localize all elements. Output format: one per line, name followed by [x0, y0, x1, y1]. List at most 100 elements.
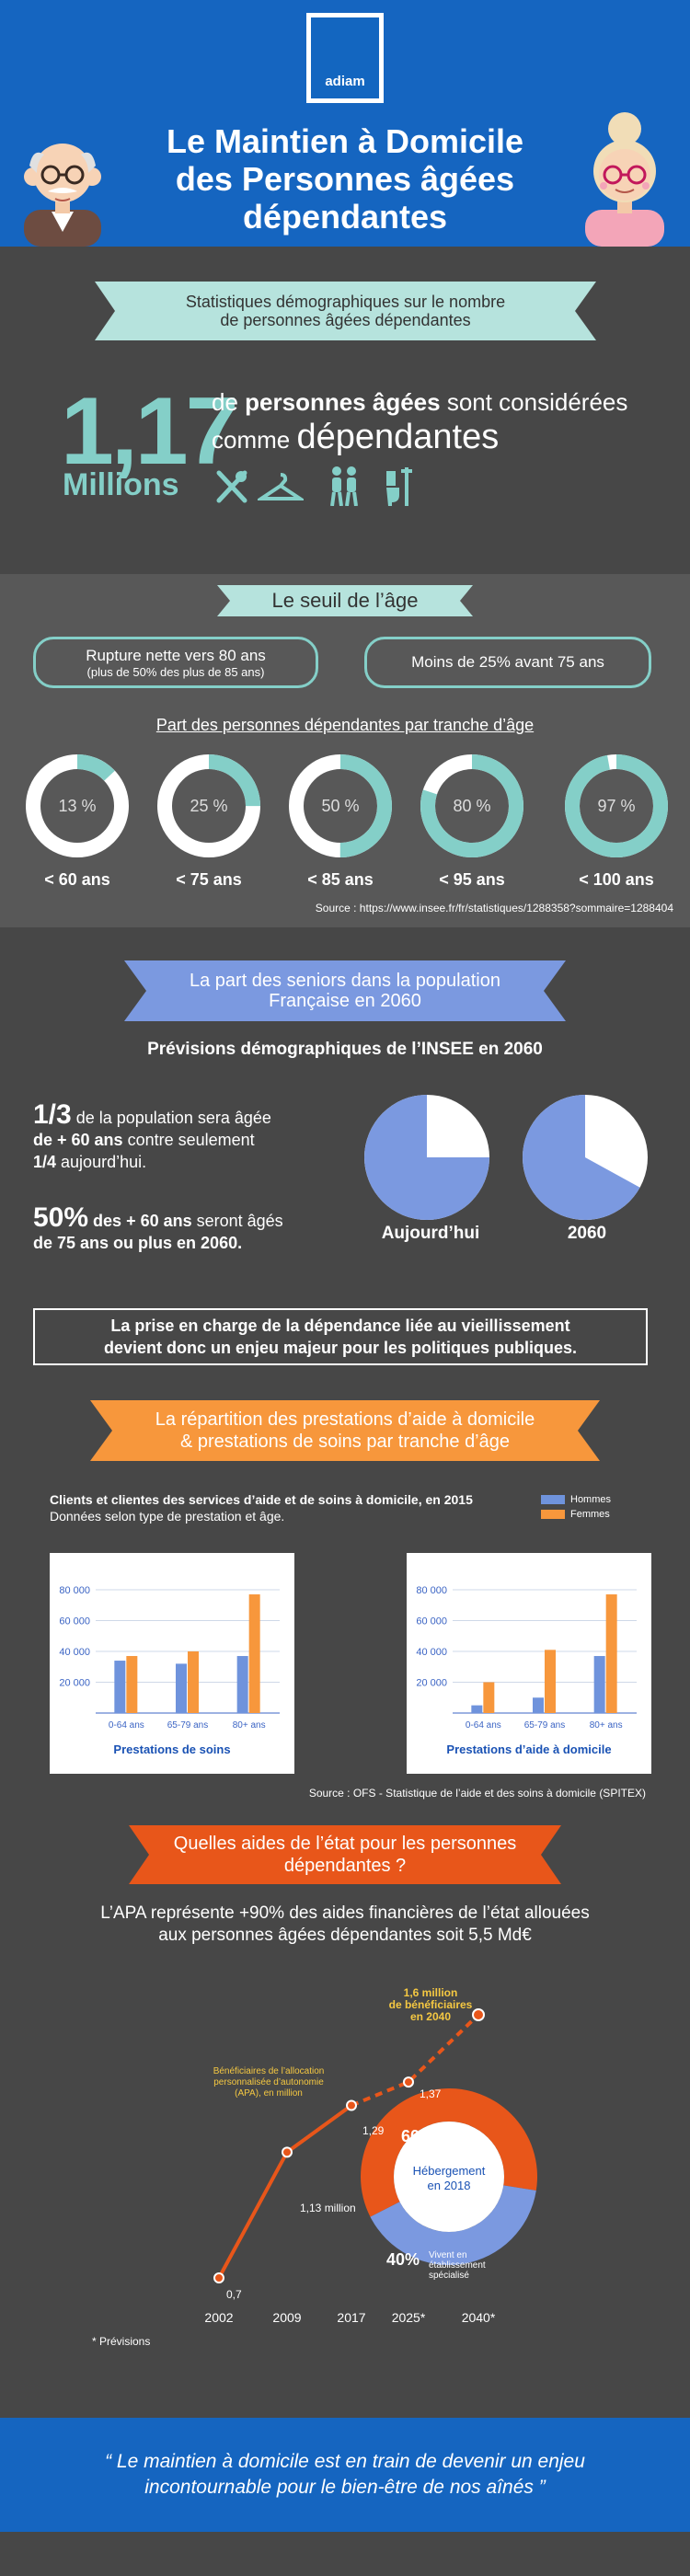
elderly-woman-icon: [585, 112, 664, 247]
y-tick-label: 20 000: [59, 1678, 90, 1689]
pie-label-today: Aujourd’hui: [381, 1224, 480, 1243]
donut-est-pct: 40%: [386, 2250, 420, 2269]
stat-one-third: 1/3 de la population sera âgée de + 60 a…: [33, 1099, 271, 1172]
bar-femmes: [188, 1651, 199, 1713]
section-age-threshold: Le seuil de l’âge Rupture nette vers 80 …: [0, 574, 690, 927]
ring-value: 97 %: [597, 797, 635, 815]
apa-top-label: de bénéficiaires: [389, 1998, 473, 2011]
ring-label: < 85 ans: [307, 870, 374, 889]
adiam-logo[interactable]: adiam: [306, 13, 384, 103]
bar-femmes: [126, 1656, 138, 1713]
x-tick-label: 0-64 ans: [466, 1720, 501, 1731]
ring-fill: [420, 754, 523, 857]
pill-rupture-sub: (plus de 50% des plus de 85 ans): [86, 664, 265, 679]
donut-center-label: Hébergement: [413, 2164, 486, 2178]
ring-label: < 60 ans: [44, 870, 110, 889]
ribbon-seniors-line1: La part des seniors dans la population: [189, 971, 500, 991]
pie-slice-seniors: [523, 1095, 640, 1220]
ring-value: 13 %: [58, 797, 96, 815]
ribbon-services-line1: La répartition des prestations d’aide à …: [155, 1409, 535, 1430]
forecast-footnote: * Prévisions: [92, 2335, 151, 2348]
legend-hommes: Hommes: [541, 1492, 611, 1507]
y-tick-label: 60 000: [416, 1616, 447, 1627]
apa-point: [403, 2076, 414, 2088]
logo-text: adiam: [325, 74, 365, 89]
ring-label: < 100 ans: [579, 870, 654, 889]
donut-slice-home: [360, 2088, 537, 2217]
bar-hommes: [471, 1705, 483, 1713]
closing-quote: “ Le maintien à domicile est en train de…: [0, 2418, 690, 2532]
dependants-text-line1: de personnes âgées sont considérées: [212, 388, 628, 416]
pie-slice-seniors: [364, 1095, 489, 1220]
ribbon-services-line2: & prestations de soins par tranche d’âge: [180, 1432, 510, 1452]
x-tick-label: 65-79 ans: [524, 1720, 565, 1731]
bar-chart-aide: 20 000 40 000 60 000 80 000 0-64 ans 65-79 an…: [416, 1585, 637, 1756]
y-tick-label: 60 000: [59, 1616, 90, 1627]
stat-fifty-percent: 50% des + 60 ans seront âgés de 75 ans o…: [33, 1202, 283, 1253]
services-heading: Clients et clientes des services d’aide …: [50, 1492, 473, 1507]
ribbon-age: Le seuil de l’âge: [217, 585, 473, 616]
section-dependants: Statistiques démographiques sur le nombr…: [0, 247, 690, 574]
rings-chart: 13 % 25 % 50 % 80 % 97 %: [26, 754, 668, 857]
pie-charts: [364, 1095, 648, 1220]
rings-subtitle: Part des personnes dépendantes par tranc…: [155, 716, 535, 734]
big-number-unit: Millions: [63, 467, 179, 502]
donut-home-pct: 60%: [401, 2127, 434, 2145]
x-tick-label: 0-64 ans: [109, 1720, 144, 1731]
ring-label: < 95 ans: [439, 870, 505, 889]
donut-home-label: Vivent: [443, 2127, 469, 2137]
apa-point-label: 1,29: [362, 2124, 385, 2137]
ring-value: 50 %: [321, 797, 359, 815]
elderly-man-icon: [24, 144, 101, 247]
x-year-label: 2002: [204, 2310, 233, 2325]
page-title: Le Maintien à Domicile des Personnes âgé…: [129, 122, 561, 236]
hanger-icon: [258, 473, 304, 500]
ring-value: 80 %: [453, 797, 490, 815]
walking-assist-icon: [330, 466, 358, 506]
chart-title: Prestations d’aide à domicile: [446, 1742, 611, 1756]
section-services: La répartition des prestations d’aide à …: [0, 1378, 690, 1811]
x-year-label: 2040*: [462, 2310, 496, 2325]
apa-top-label: en 2040: [410, 2010, 451, 2023]
ring-label: < 75 ans: [176, 870, 242, 889]
section-seniors-2060: La part des seniors dans la population F…: [0, 927, 690, 1378]
x-tick-label: 80+ ans: [233, 1720, 266, 1731]
y-tick-label: 80 000: [59, 1585, 90, 1596]
donut-home-label: à domicile: [443, 2137, 485, 2147]
title-line-2: des Personnes âgées: [175, 160, 515, 198]
apa-summary: L’APA représente +90% des aides financiè…: [100, 1903, 590, 1945]
ring-fill: [157, 754, 260, 857]
apa-top-label: 1,6 million: [404, 1986, 458, 1999]
apa-series-label: (APA), en million: [235, 2088, 303, 2099]
header: adiam Le Maintien à Domicile des Personn…: [0, 0, 690, 247]
apa-point-label: 0,7: [226, 2288, 242, 2301]
ribbon-age-text: Le seuil de l’âge: [271, 589, 419, 612]
y-tick-label: 20 000: [416, 1678, 447, 1689]
ribbon-aid-line2: dépendantes ?: [283, 1856, 407, 1876]
donut-est-label: spécialisé: [429, 2271, 469, 2281]
x-tick-label: 80+ ans: [590, 1720, 623, 1731]
chart-card-aide: 20 000 40 000 60 000 80 000 0-64 ans 65-79 an…: [407, 1553, 651, 1774]
donut-center-label: en 2018: [428, 2179, 471, 2192]
apa-line-actual: [217, 2103, 353, 2279]
fork-knife-icon: [216, 470, 247, 503]
ribbon-aid-line1: Quelles aides de l’état pour les personn…: [173, 1834, 517, 1854]
insee-forecast-subtitle: Prévisions démographiques de l’INSEE en …: [147, 1040, 543, 1059]
x-tick-label: 65-79 ans: [167, 1720, 208, 1731]
x-year-label: 2025*: [392, 2310, 426, 2325]
section-state-aid: Quelles aides de l’état pour les personn…: [0, 1811, 690, 2418]
pill-rupture: Rupture nette vers 80 ans (plus de 50% d…: [33, 637, 318, 688]
spitex-source: Source : OFS - Statistique de l’aide et …: [308, 1787, 646, 1800]
policy-box: La prise en charge de la dépendance liée…: [33, 1308, 648, 1365]
apa-point: [472, 2008, 485, 2021]
ribbon-stats-line1: Statistiques démographiques sur le nombr…: [185, 293, 506, 311]
bar-hommes: [593, 1656, 605, 1713]
x-year-label: 2009: [272, 2310, 301, 2325]
apa-point: [282, 2146, 293, 2158]
title-line-1: Le Maintien à Domicile: [166, 122, 524, 160]
pill-rupture-main: Rupture nette vers 80 ans: [86, 646, 266, 664]
ring-fill: [26, 754, 129, 857]
bar-chart-soins: 20 000 40 000 60 000 80 000 0-64 ans 65-79 an…: [59, 1585, 280, 1756]
